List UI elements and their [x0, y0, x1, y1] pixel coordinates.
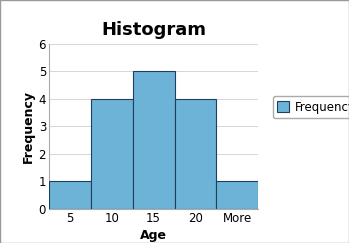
Legend: Frequency: Frequency [273, 96, 349, 118]
Title: Histogram: Histogram [101, 21, 206, 39]
Bar [216, 182, 258, 209]
Bar [91, 99, 133, 209]
Bar [174, 99, 216, 209]
X-axis label: Age: Age [140, 229, 167, 242]
Bar [49, 182, 91, 209]
Y-axis label: Frequency: Frequency [21, 90, 35, 163]
Bar [133, 71, 174, 209]
